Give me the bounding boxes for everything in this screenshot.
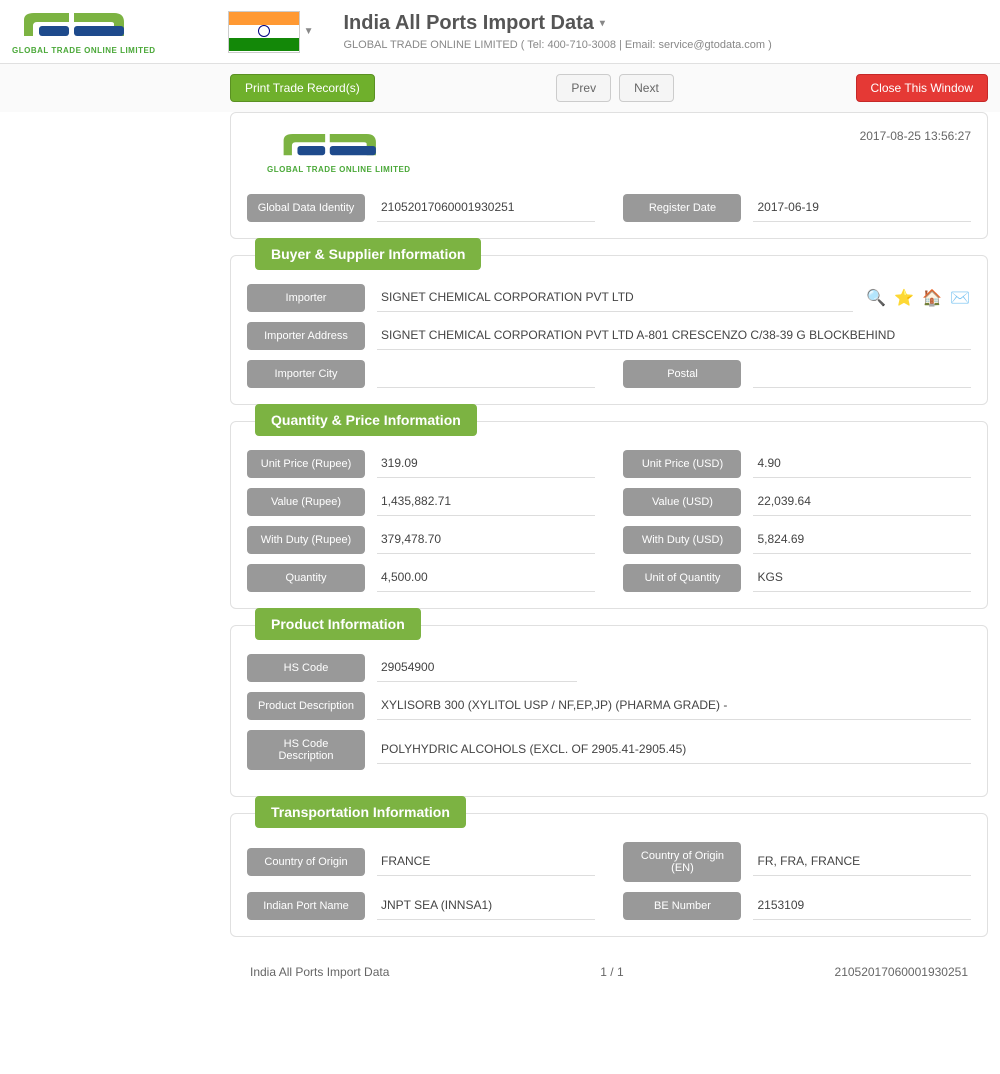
action-icons: 🔍 ⭐ 🏠 ✉️ [865, 287, 971, 309]
buyer-section-title: Buyer & Supplier Information [255, 238, 481, 270]
title-block: India All Ports Import Data ▾ GLOBAL TRA… [343, 12, 771, 51]
product-section-title: Product Information [255, 608, 421, 640]
price-section: Quantity & Price Information Unit Price … [230, 421, 988, 609]
chevron-down-icon: ▼ [304, 26, 314, 37]
content-area: GLOBAL TRADE ONLINE LIMITED 2017-08-25 1… [0, 112, 1000, 1011]
transport-section: Transportation Information Country of Or… [230, 813, 988, 937]
gto-logo-icon [19, 8, 149, 44]
product-desc-label: Product Description [247, 692, 365, 720]
importer-address-value: SIGNET CHEMICAL CORPORATION PVT LTD A-80… [377, 322, 971, 350]
search-icon[interactable]: 🔍 [865, 287, 887, 309]
importer-label: Importer [247, 284, 365, 312]
record-card: GLOBAL TRADE ONLINE LIMITED 2017-08-25 1… [230, 112, 988, 239]
unit-qty-value: KGS [753, 564, 971, 592]
action-bar: Print Trade Record(s) Prev Next Close Th… [0, 64, 1000, 112]
origin-value: FRANCE [377, 848, 595, 876]
port-value: JNPT SEA (INNSA1) [377, 892, 595, 920]
timestamp: 2017-08-25 13:56:27 [860, 129, 971, 143]
unit-qty-label: Unit of Quantity [623, 564, 741, 592]
hs-desc-label: HS Code Description [247, 730, 365, 770]
home-icon[interactable]: 🏠 [921, 287, 943, 309]
register-date-value: 2017-06-19 [753, 194, 971, 222]
print-button[interactable]: Print Trade Record(s) [230, 74, 375, 102]
duty-rupee-label: With Duty (Rupee) [247, 526, 365, 554]
unit-price-usd-value: 4.90 [753, 450, 971, 478]
importer-value: SIGNET CHEMICAL CORPORATION PVT LTD [377, 284, 853, 312]
duty-usd-label: With Duty (USD) [623, 526, 741, 554]
inner-logo-subtitle: GLOBAL TRADE ONLINE LIMITED [267, 165, 411, 174]
identity-row: Global Data Identity 2105201706000193025… [247, 194, 971, 222]
page-subtitle: GLOBAL TRADE ONLINE LIMITED ( Tel: 400-7… [343, 39, 771, 51]
logo-subtitle: GLOBAL TRADE ONLINE LIMITED [12, 46, 156, 55]
page-title[interactable]: India All Ports Import Data ▾ [343, 12, 771, 35]
mail-icon[interactable]: ✉️ [949, 287, 971, 309]
star-icon[interactable]: ⭐ [893, 287, 915, 309]
footer-pagination: 1 / 1 [600, 965, 623, 979]
country-selector[interactable]: ▼ [228, 11, 314, 53]
value-rupee-label: Value (Rupee) [247, 488, 365, 516]
next-button[interactable]: Next [619, 74, 674, 102]
main-logo: GLOBAL TRADE ONLINE LIMITED [12, 8, 156, 55]
hs-desc-value: POLYHYDRIC ALCOHOLS (EXCL. OF 2905.41-29… [377, 736, 971, 764]
prev-button[interactable]: Prev [556, 74, 611, 102]
chevron-down-icon: ▾ [600, 18, 605, 29]
inner-logo: GLOBAL TRADE ONLINE LIMITED [267, 129, 411, 174]
quantity-value: 4,500.00 [377, 564, 595, 592]
postal-value [753, 360, 971, 388]
origin-label: Country of Origin [247, 848, 365, 876]
quantity-label: Quantity [247, 564, 365, 592]
be-number-label: BE Number [623, 892, 741, 920]
top-header: GLOBAL TRADE ONLINE LIMITED ▼ India All … [0, 0, 1000, 64]
footer-id: 21052017060001930251 [835, 965, 968, 979]
unit-price-usd-label: Unit Price (USD) [623, 450, 741, 478]
postal-label: Postal [623, 360, 741, 388]
hs-code-value: 29054900 [377, 654, 577, 682]
origin-en-value: FR, FRA, FRANCE [753, 848, 971, 876]
global-identity-value: 21052017060001930251 [377, 194, 595, 222]
value-rupee-value: 1,435,882.71 [377, 488, 595, 516]
port-label: Indian Port Name [247, 892, 365, 920]
unit-price-rupee-label: Unit Price (Rupee) [247, 450, 365, 478]
footer-row: India All Ports Import Data 1 / 1 210520… [230, 953, 988, 991]
importer-city-value [377, 360, 595, 388]
product-desc-value: XYLISORB 300 (XYLITOL USP / NF,EP,JP) (P… [377, 692, 971, 720]
duty-rupee-value: 379,478.70 [377, 526, 595, 554]
global-identity-label: Global Data Identity [247, 194, 365, 222]
value-usd-label: Value (USD) [623, 488, 741, 516]
india-flag-icon [228, 11, 300, 53]
transport-section-title: Transportation Information [255, 796, 466, 828]
close-button[interactable]: Close This Window [856, 74, 988, 102]
duty-usd-value: 5,824.69 [753, 526, 971, 554]
value-usd-value: 22,039.64 [753, 488, 971, 516]
product-section: Product Information HS Code29054900 Prod… [230, 625, 988, 797]
origin-en-label: Country of Origin (EN) [623, 842, 741, 882]
buyer-section: Buyer & Supplier Information Importer SI… [230, 255, 988, 405]
page-title-text: India All Ports Import Data [343, 12, 593, 35]
unit-price-rupee-value: 319.09 [377, 450, 595, 478]
price-section-title: Quantity & Price Information [255, 404, 477, 436]
importer-address-label: Importer Address [247, 322, 365, 350]
be-number-value: 2153109 [753, 892, 971, 920]
footer-left: India All Ports Import Data [250, 965, 389, 979]
gto-logo-icon [279, 129, 399, 163]
hs-code-label: HS Code [247, 654, 365, 682]
register-date-label: Register Date [623, 194, 741, 222]
importer-city-label: Importer City [247, 360, 365, 388]
card-header: GLOBAL TRADE ONLINE LIMITED 2017-08-25 1… [247, 129, 971, 174]
